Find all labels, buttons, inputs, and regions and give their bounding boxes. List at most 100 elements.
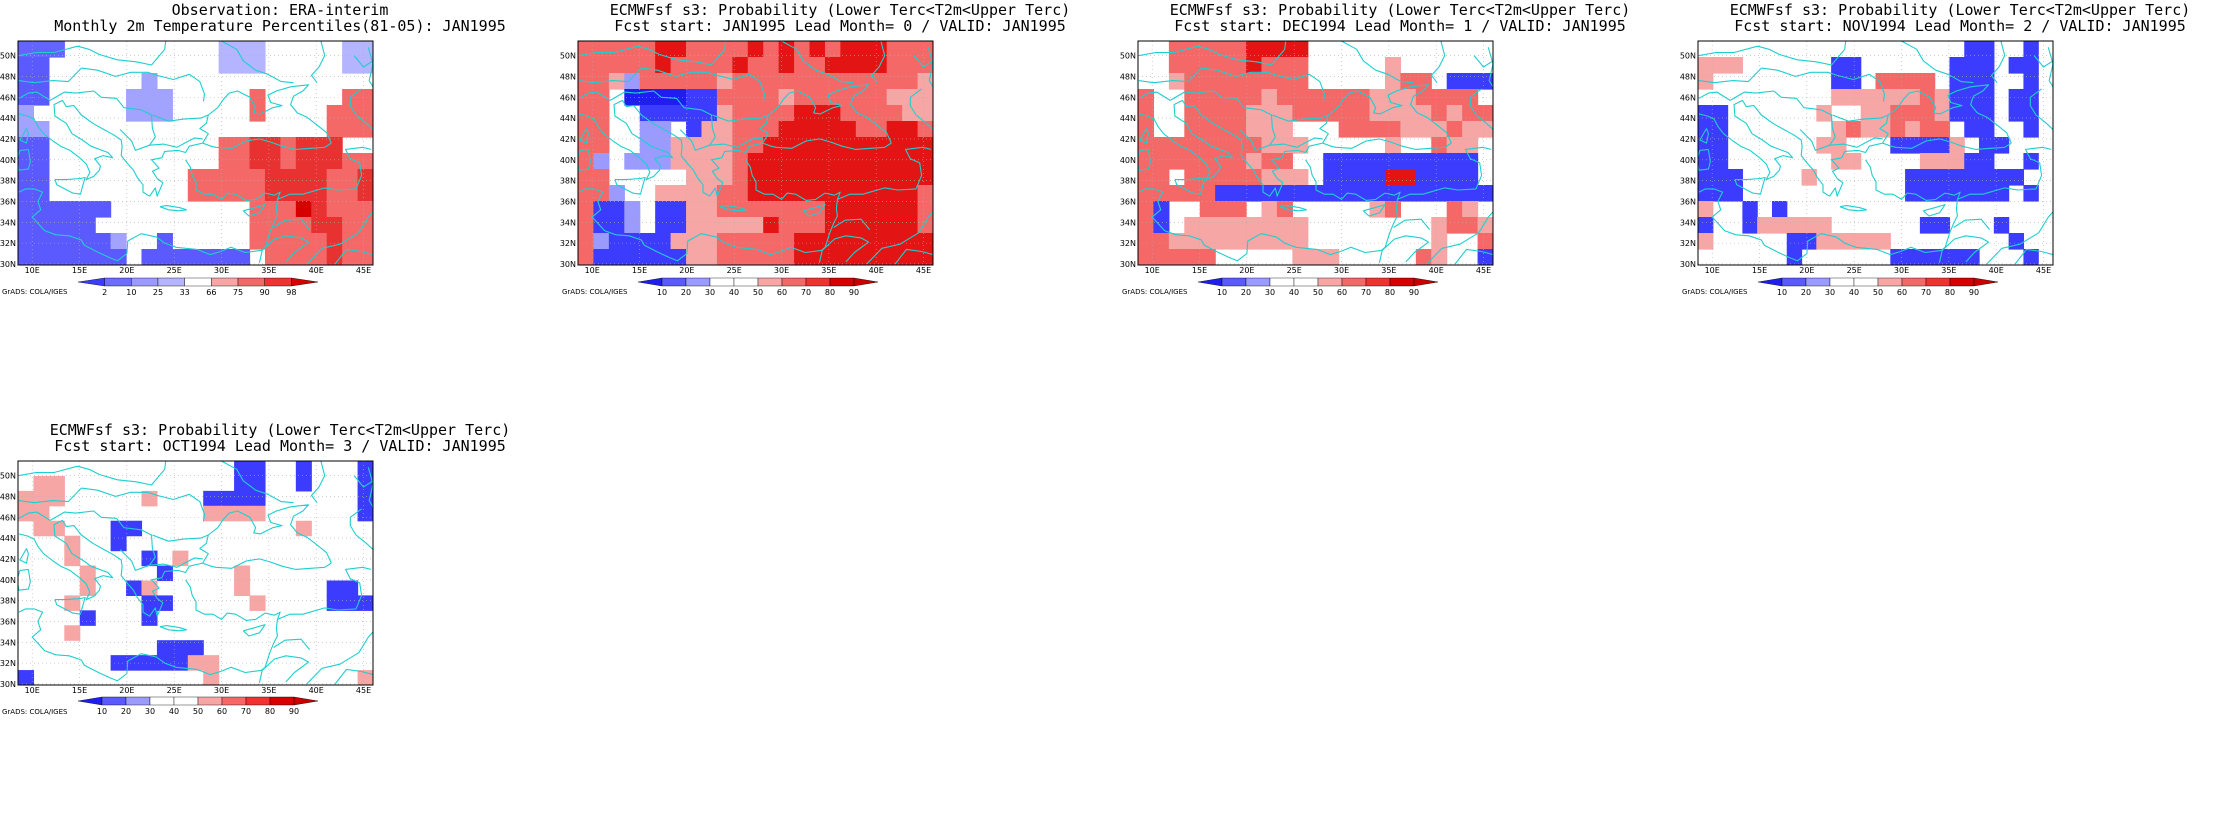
map-observation: 10E 15E 20E 25E 30E 35E 40E 45E 50N 48N 46N 44N 42N 4… [0,40,374,297]
y-tick-label: 30N [0,260,16,269]
y-tick-label: 36N [1120,197,1136,206]
legend-tick-label: 50 [1313,288,1323,297]
x-tick-label: 15E [1752,266,1767,275]
grid-cell [1742,201,1758,218]
grid-cell [1431,169,1448,186]
grid-cell [840,233,857,250]
grid-cell [1276,153,1293,170]
legend-tick-label: 75 [233,288,243,297]
graticule [1698,41,2053,265]
legend-swatch [157,277,185,287]
grid-cell [1431,185,1448,202]
legend-tick-label: 70 [1361,288,1371,297]
grid-cell [1919,121,1936,138]
grid-cell [1246,73,1263,90]
grid-cell [732,185,749,202]
grid-cell [141,249,158,265]
coastline [2033,55,2053,68]
grid-cell [655,201,672,218]
grid-cell [1276,201,1293,218]
grid-cell [1153,137,1170,154]
grid-cell [1845,57,1862,74]
grid-cell [1727,169,1743,186]
legend-swatch [805,277,831,287]
grid-cell [33,57,50,74]
coastline [1698,67,1762,84]
grid-cell [1138,105,1155,122]
grid-cell [249,233,266,250]
coastline [18,568,31,591]
grid-cell [624,217,641,234]
grid-cell [855,169,872,186]
grid-cell [670,217,687,234]
grid-cell [1462,201,1479,218]
grid-cell [917,233,933,250]
coastline [1938,235,1990,264]
y-tick-label: 32N [1680,239,1696,248]
legend-tick-label: 60 [1897,288,1907,297]
grid-cell [311,201,328,218]
coastlines [18,41,373,265]
legend-swatch [77,696,103,706]
grid-cell [763,249,780,265]
grid-cell [1964,105,1980,122]
y-tick-label: 46N [0,93,16,102]
grid-cell [593,169,610,186]
grid-cell [33,89,50,106]
grid-cell [1801,217,1817,234]
grid-cell [917,217,933,234]
map-lead-3: 10E 15E 20E 25E 30E 35E 40E 45E 50N 48N 46N 44N 42N 4… [0,460,374,716]
grid-cell [234,41,251,58]
coastline [833,218,871,230]
grads-credit: GrADS: COLA/IGES [562,288,628,296]
grid-cell [1276,121,1293,138]
grid-cell [18,217,35,234]
grid-cell [280,185,297,202]
grid-cell [1845,153,1862,170]
legend-tick-label: 20 [1241,288,1251,297]
grid-cell [280,137,297,154]
grid-cell [295,137,312,154]
grid-cell [156,249,173,265]
grid-cell [64,233,81,250]
grid-cell [141,550,158,567]
grid-cell [1949,153,1965,170]
grid-cell [578,201,595,218]
x-tick-label: 40E [869,266,884,275]
coastline [894,248,933,265]
grid-cell [1446,169,1463,186]
x-tick-label: 10E [1705,266,1720,275]
grid-cell [1138,233,1155,250]
grid-cell [1199,217,1216,234]
legend-swatch [733,277,759,287]
coastline [367,47,373,88]
grid-cell [701,249,718,265]
coastline [19,128,29,144]
grid-cell [1415,169,1432,186]
grid-cell [1816,105,1832,122]
x-tick-label: 20E [1799,266,1814,275]
coastline [152,534,209,542]
grid-cell [33,249,50,265]
coastline [818,235,870,264]
y-tick-label: 40N [1680,156,1696,165]
grid-cell [218,41,235,58]
grid-cell [326,233,343,250]
y-tick-label: 48N [560,72,576,81]
grid-cell [110,233,127,250]
grid-cell [1369,89,1386,106]
legend-swatch [1341,277,1367,287]
grid-cell [1292,217,1309,234]
panel-title-line1: ECMWFsf s3: Probability (Lower Terc<T2m<… [49,421,511,439]
grid-cell [156,595,173,611]
coastline [1138,99,1452,197]
grid-cell [1246,217,1263,234]
grid-cell [902,249,919,265]
grid-cell [1446,185,1463,202]
grid-cell [203,505,220,522]
coastline [277,566,372,620]
grid-cell [639,105,656,122]
grid-cell [1698,233,1714,250]
x-tick-label: 45E [1476,266,1491,275]
grid-cell [295,520,312,537]
